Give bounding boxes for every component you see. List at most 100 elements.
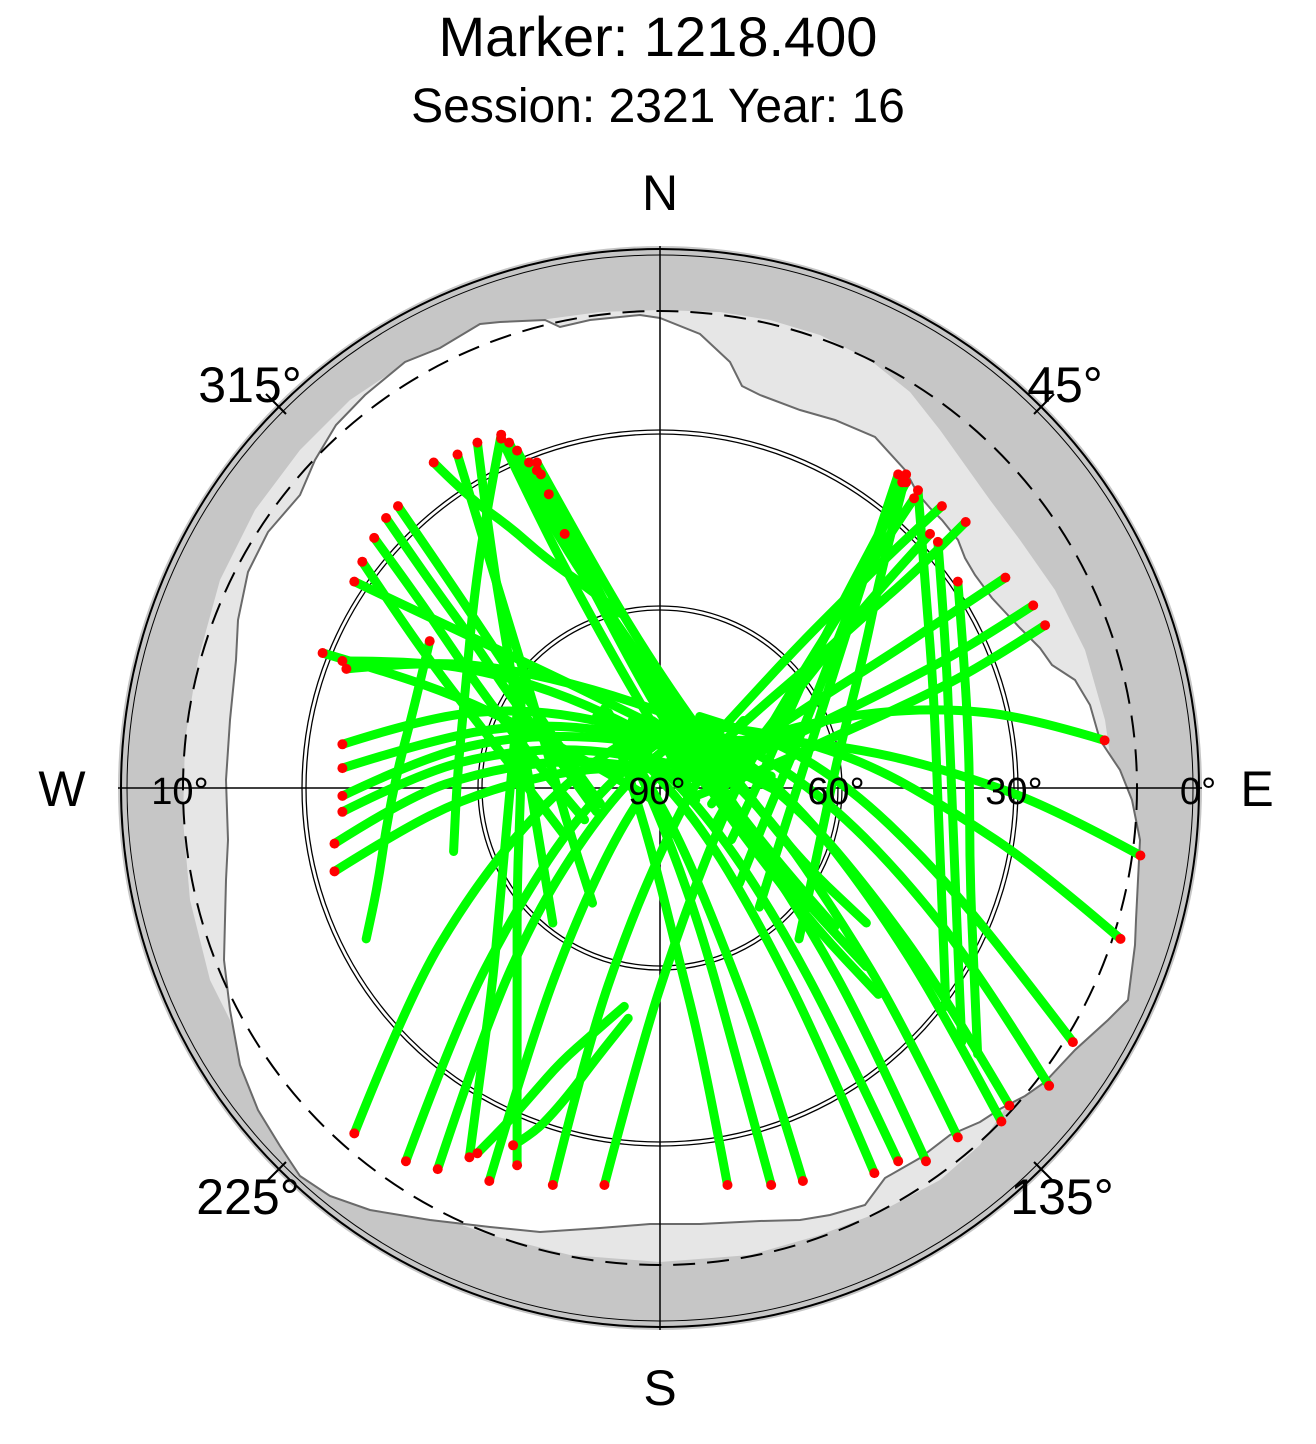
satellite-track-37 <box>627 716 931 1166</box>
track-end-marker-49 <box>960 517 971 527</box>
satellite-tracks <box>318 430 1145 1190</box>
elevation-label-0: 0° <box>1180 771 1216 813</box>
track-end-marker-58 <box>932 536 943 547</box>
satellite-track-46 <box>691 620 1050 801</box>
track-end-marker-51 <box>925 528 935 539</box>
chart-title: Marker: 1218.400 <box>438 5 878 68</box>
track-end-marker-22 <box>337 790 348 801</box>
track-end-marker-26 <box>349 1128 360 1139</box>
track-end-marker-13 <box>531 457 542 468</box>
track-end-marker-2 <box>464 1152 475 1163</box>
satellite-track-59 <box>953 577 983 1059</box>
track-end-marker-1 <box>424 636 435 647</box>
elevation-label-60: 60° <box>807 771 864 813</box>
tick-315 <box>265 393 287 415</box>
satellite-track-62 <box>453 450 597 908</box>
track-end-marker-6 <box>472 1148 483 1159</box>
azimuth-label-135: 135° <box>1010 1169 1113 1225</box>
track-end-marker-40 <box>1004 1100 1015 1111</box>
track-end-marker-45 <box>1099 735 1110 746</box>
satellite-track-1 <box>361 636 435 944</box>
track-end-marker-10 <box>512 445 523 456</box>
track-end-marker-32 <box>722 1180 733 1190</box>
track-end-marker-15 <box>543 489 554 500</box>
track-end-marker-57 <box>913 485 923 496</box>
track-end-marker-41 <box>1044 1080 1055 1091</box>
satellite-track-63 <box>472 438 558 928</box>
track-end-marker-21 <box>337 763 348 774</box>
direction-west: W <box>38 761 86 817</box>
azimuth-label-315: 315° <box>198 357 301 413</box>
tick-45 <box>1033 393 1055 415</box>
track-end-marker-24 <box>329 838 340 849</box>
satellite-track-34 <box>596 708 808 1186</box>
track-end-marker-17 <box>349 576 360 587</box>
track-end-marker-55 <box>893 469 904 480</box>
azimuth-label-225: 225° <box>196 1169 299 1225</box>
track-end-marker-19 <box>337 656 348 666</box>
satellite-track-30 <box>548 716 748 1190</box>
satellite-track-2 <box>464 708 522 1162</box>
chart-subtitle: Session: 2321 Year: 16 <box>411 80 905 133</box>
track-end-marker-36 <box>893 1156 904 1167</box>
track-end-marker-5 <box>508 1140 519 1151</box>
track-end-marker-66 <box>317 648 328 658</box>
track-end-marker-11 <box>524 457 534 468</box>
track-end-marker-46 <box>1040 620 1051 631</box>
track-end-marker-59 <box>952 576 963 587</box>
track-end-marker-20 <box>337 739 348 750</box>
azimuth-label-45: 45° <box>1027 357 1103 413</box>
track-end-marker-27 <box>400 1156 411 1167</box>
track-end-marker-64 <box>357 556 368 567</box>
satellite-track-44 <box>699 735 1145 860</box>
satellite-track-27 <box>401 720 689 1166</box>
satellite-track-65 <box>369 533 590 825</box>
tick-135 <box>1033 1161 1055 1183</box>
track-end-marker-18 <box>341 663 352 674</box>
satellite-track-35 <box>592 712 879 1178</box>
elevation-label-10: 10° <box>151 771 208 813</box>
elevation-label-30: 30° <box>985 771 1042 813</box>
track-end-marker-29 <box>484 1176 495 1186</box>
direction-north: N <box>642 165 678 221</box>
direction-east: E <box>1240 761 1273 817</box>
satellite-track-5 <box>508 1013 633 1150</box>
track-end-marker-62 <box>452 449 463 460</box>
track-end-marker-33 <box>766 1180 777 1190</box>
track-end-marker-61 <box>393 501 403 512</box>
satellite-track-4 <box>512 692 526 1170</box>
track-end-marker-35 <box>869 1168 880 1179</box>
track-end-marker-30 <box>547 1180 558 1190</box>
track-end-marker-16 <box>559 528 570 539</box>
track-end-marker-42 <box>1067 1037 1078 1048</box>
satellite-track-36 <box>596 712 903 1166</box>
track-end-markers <box>317 429 1146 1190</box>
track-end-marker-65 <box>369 532 380 543</box>
track-end-marker-50 <box>936 501 947 512</box>
track-end-marker-63 <box>472 437 483 448</box>
satellite-track-57 <box>913 485 951 1011</box>
direction-south: S <box>643 1360 676 1416</box>
track-end-marker-28 <box>432 1164 443 1175</box>
track-end-marker-48 <box>1000 572 1011 583</box>
track-end-marker-44 <box>1135 850 1146 861</box>
track-end-marker-31 <box>599 1180 610 1190</box>
track-end-marker-4 <box>512 1160 523 1171</box>
track-end-marker-9 <box>496 433 507 444</box>
track-end-marker-39 <box>996 1116 1007 1127</box>
track-end-marker-60 <box>381 513 392 523</box>
track-end-marker-34 <box>797 1176 808 1186</box>
track-end-marker-25 <box>329 866 340 877</box>
track-end-marker-7 <box>428 457 439 468</box>
track-end-marker-56 <box>901 469 912 480</box>
satellite-track-56 <box>794 469 911 944</box>
satellite-track-66 <box>318 648 665 809</box>
track-end-marker-23 <box>337 806 348 817</box>
satellite-track-58 <box>933 537 967 1047</box>
satellite-track-55 <box>754 469 903 912</box>
tick-225 <box>265 1161 287 1183</box>
elevation-label-90: 90° <box>628 771 685 813</box>
track-end-marker-47 <box>1028 600 1039 611</box>
track-end-marker-54 <box>897 477 908 488</box>
track-end-marker-38 <box>952 1132 963 1143</box>
